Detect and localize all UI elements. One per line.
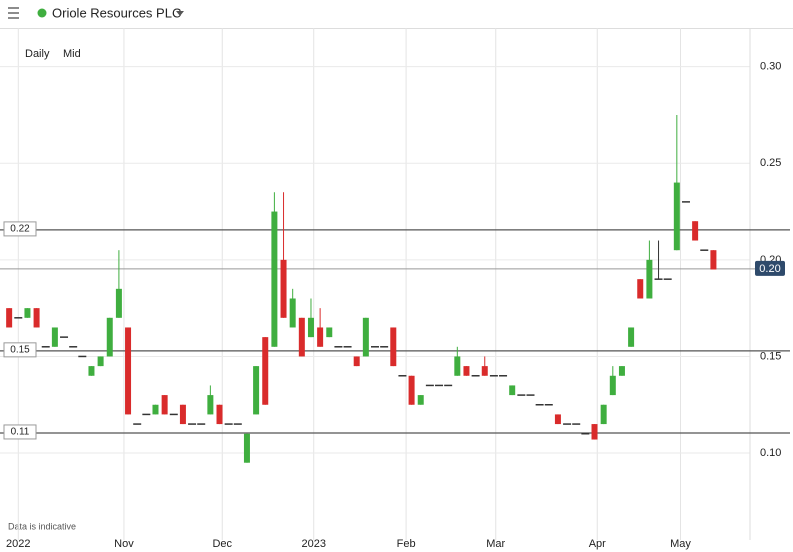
candle-body: [179, 404, 186, 425]
y-tick-label: 0.15: [760, 350, 781, 362]
candle-body: [362, 317, 369, 357]
candle-body: [280, 259, 287, 318]
candle-body: [298, 317, 305, 357]
disclaimer: Data is indicative: [8, 521, 76, 531]
candle-body: [600, 404, 607, 425]
candle-body: [243, 433, 250, 463]
price-type-label[interactable]: Mid: [63, 48, 81, 60]
level-label-box: [3, 424, 37, 440]
candle-body: [481, 366, 488, 376]
candle-body: [271, 211, 278, 347]
candle-body: [353, 356, 360, 367]
candle-body: [161, 395, 168, 415]
candle-body: [692, 221, 699, 241]
candle-body: [97, 356, 104, 367]
interval-label[interactable]: Daily: [25, 48, 50, 60]
last-price-label: 0.20: [759, 263, 780, 275]
candle-body: [618, 366, 625, 376]
candle-body: [591, 424, 598, 440]
x-tick-label: Nov: [114, 538, 134, 550]
candle-body: [390, 327, 397, 367]
candle-body: [710, 250, 717, 270]
x-tick-label: 2022: [6, 538, 30, 550]
y-tick-label: 0.10: [760, 447, 781, 459]
candle-body: [88, 366, 95, 376]
candle-body: [637, 279, 644, 299]
candle-body: [673, 182, 680, 251]
candle-body: [417, 395, 424, 405]
candle-body: [628, 327, 635, 347]
candle-body: [289, 298, 296, 328]
candle-body: [115, 288, 122, 318]
candle-body: [307, 317, 314, 338]
candle-body: [51, 327, 58, 347]
x-tick-label: Apr: [589, 538, 606, 550]
candle-body: [106, 317, 113, 357]
level-label: 0.11: [11, 427, 30, 438]
status-dot: [37, 8, 47, 18]
last-price-box: [755, 260, 785, 276]
candle-body: [33, 308, 40, 328]
candle-body: [646, 259, 653, 299]
x-tick-label: Dec: [212, 538, 232, 550]
candle-body: [408, 375, 415, 405]
x-tick-label: May: [670, 538, 691, 550]
candle-body: [216, 404, 223, 425]
candle-body: [262, 337, 269, 405]
level-label-box: [3, 221, 37, 237]
header-bar: [0, 0, 793, 28]
level-label: 0.22: [10, 224, 30, 235]
dropdown-arrow[interactable]: [176, 11, 184, 16]
level-label: 0.15: [10, 344, 30, 355]
y-tick-label: 0.25: [760, 157, 781, 169]
candle-body: [463, 366, 470, 376]
candle-body: [207, 395, 214, 415]
candle-body: [125, 327, 132, 415]
x-tick-label: Feb: [397, 538, 416, 550]
x-tick-label: Mar: [486, 538, 505, 550]
y-tick-label: 0.30: [760, 61, 781, 73]
menu-icon[interactable]: [8, 7, 19, 19]
candle-body: [253, 366, 260, 415]
x-tick-label: 2023: [301, 538, 325, 550]
instrument-title[interactable]: Oriole Resources PLC: [52, 5, 181, 20]
candle-body: [609, 375, 616, 396]
level-label-box: [3, 342, 37, 358]
candle-body: [509, 385, 516, 396]
candle-body: [24, 308, 31, 318]
candle-body: [326, 327, 333, 338]
candle-body: [317, 327, 324, 347]
candle-body: [6, 308, 13, 328]
candle-body: [454, 356, 461, 376]
candle-body: [554, 414, 561, 425]
candle-body: [152, 404, 159, 415]
